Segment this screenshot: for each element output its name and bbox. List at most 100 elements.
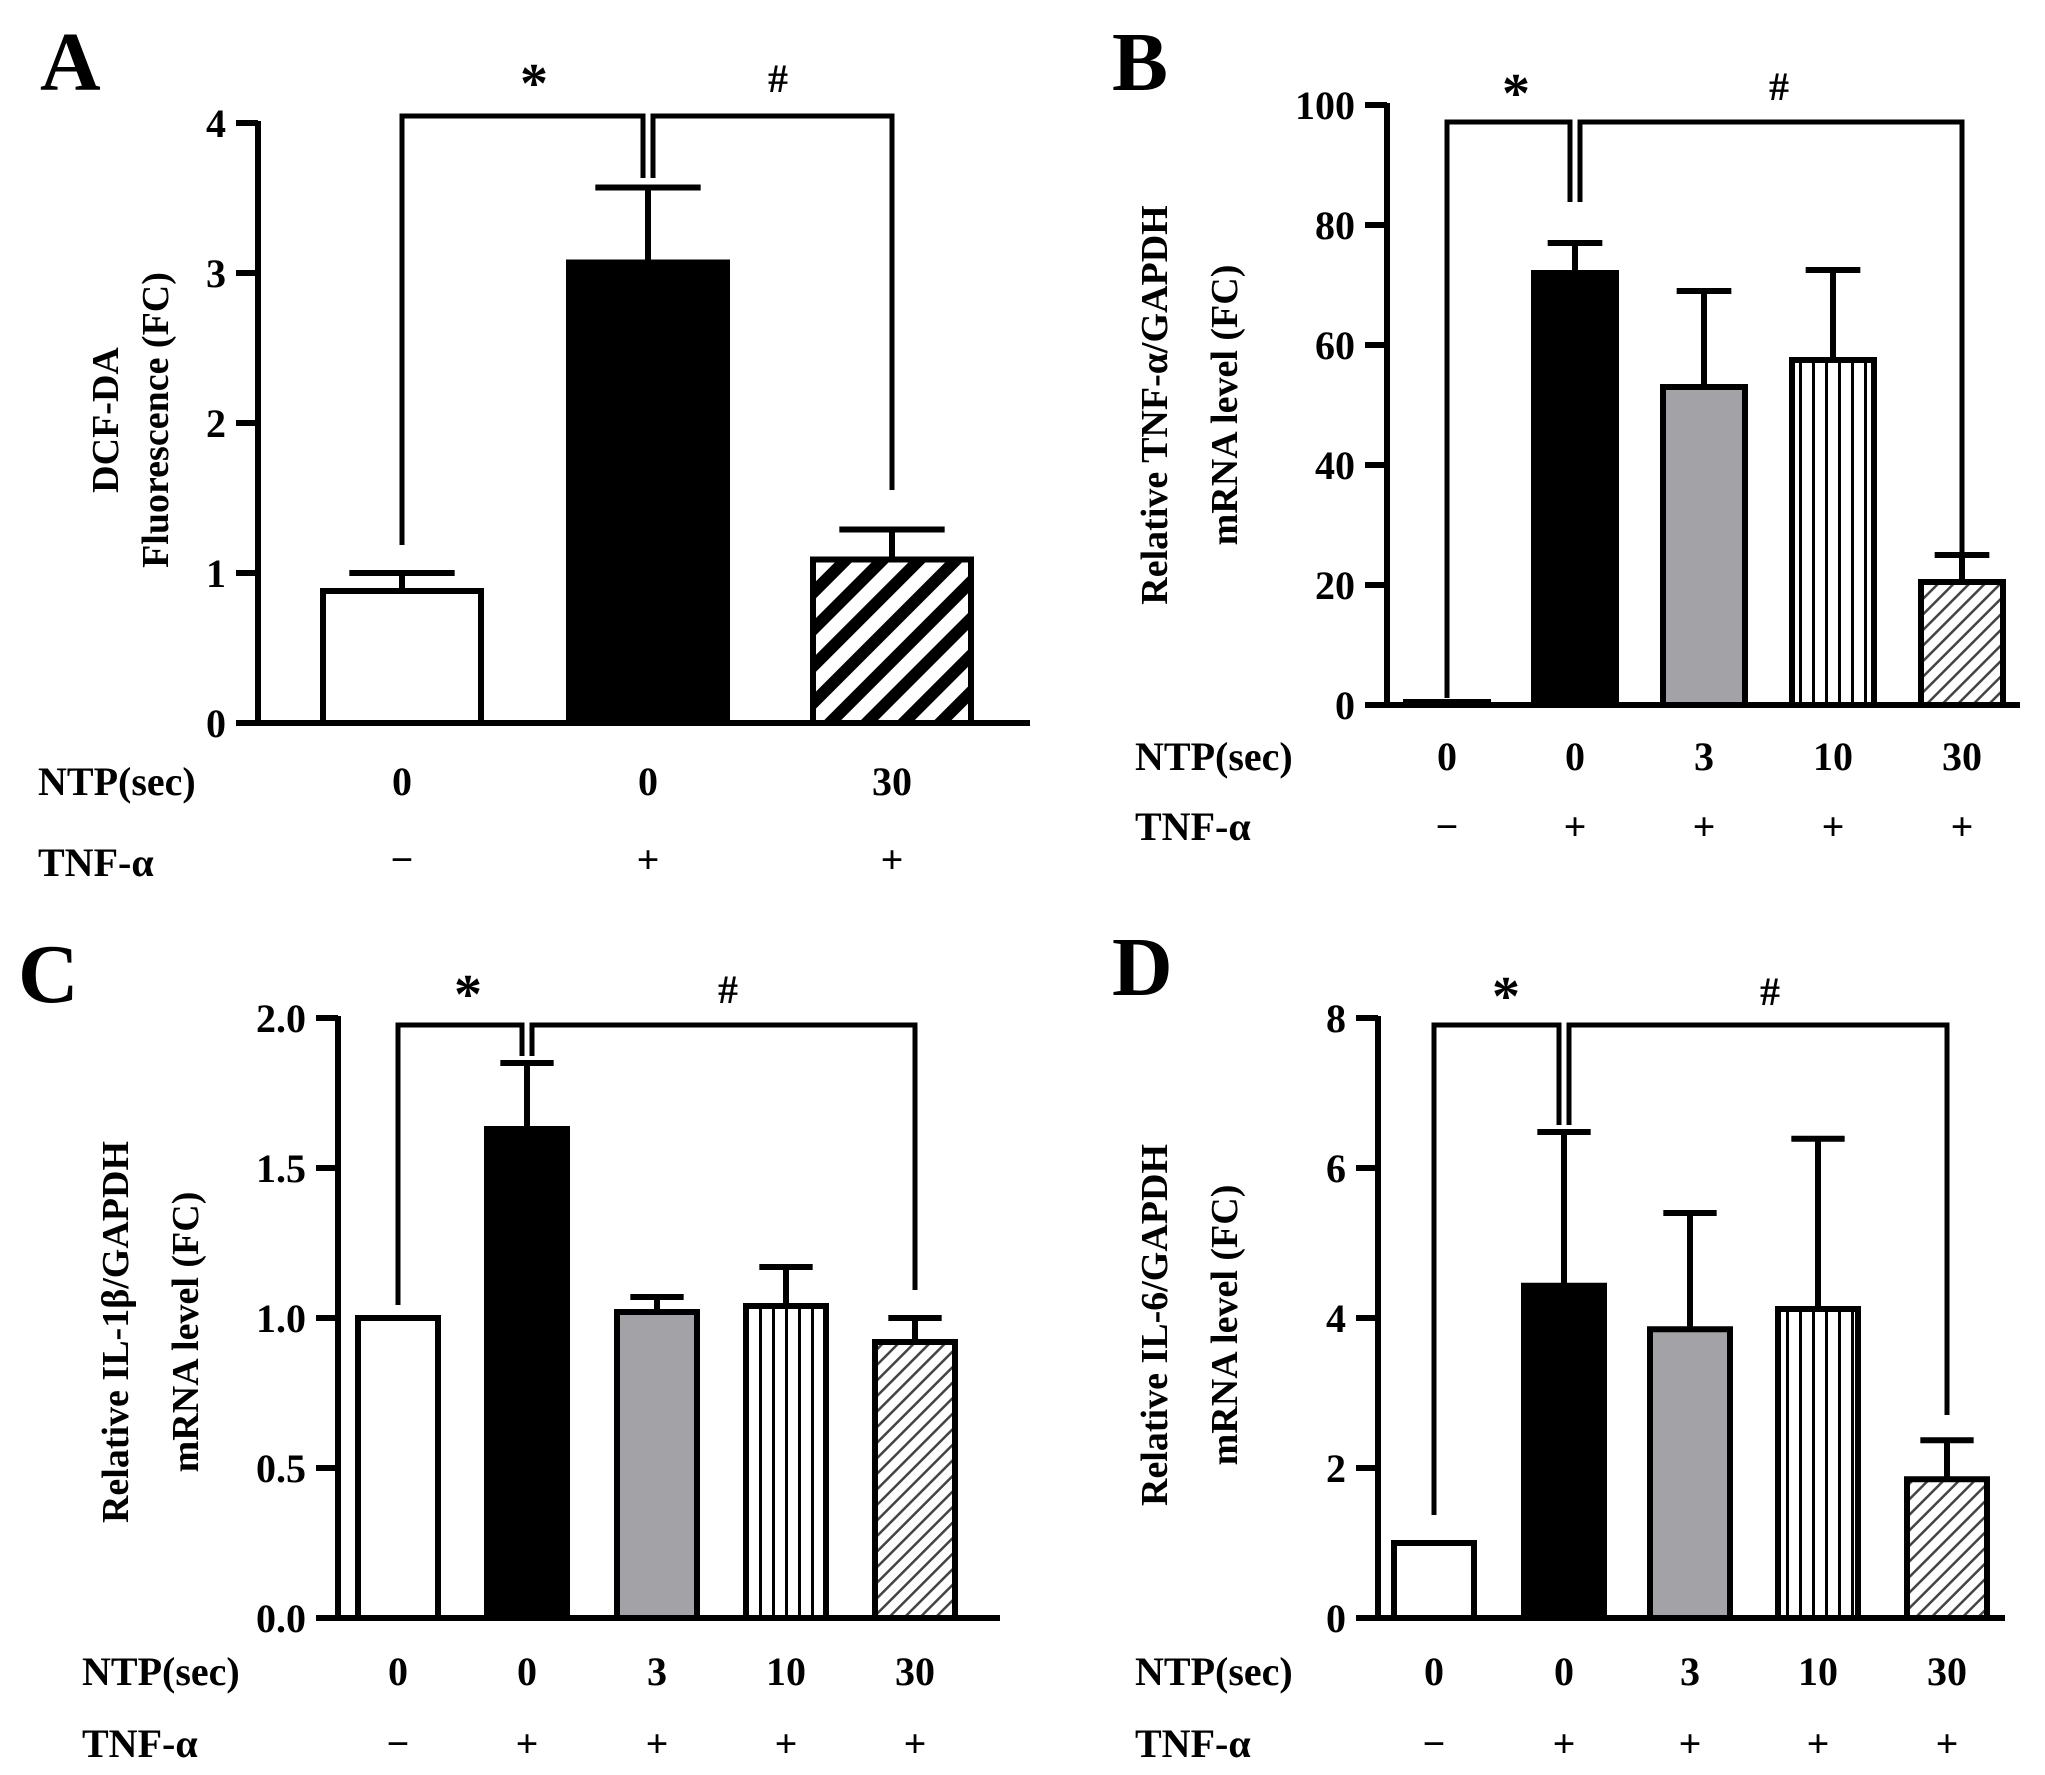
significance: * # bbox=[1431, 966, 1950, 1515]
significance-hash: # bbox=[718, 967, 738, 1012]
y-tick-label: 0 bbox=[1326, 1596, 1346, 1641]
ntp-label: 0 bbox=[517, 1649, 537, 1694]
bar bbox=[743, 1303, 829, 1621]
ntp-label: 0 bbox=[388, 1649, 408, 1694]
y-tick-label: 2.0 bbox=[256, 996, 306, 1041]
ntp-label: 10 bbox=[1813, 734, 1853, 779]
significance-hash: # bbox=[1760, 969, 1780, 1014]
ntp-label: 0 bbox=[392, 759, 412, 804]
bar bbox=[1660, 384, 1748, 708]
axes bbox=[255, 121, 1030, 726]
bars bbox=[320, 184, 974, 726]
tnf-label: + bbox=[1679, 1721, 1702, 1766]
significance-star: * bbox=[1502, 63, 1530, 125]
y-tick-label: 6 bbox=[1326, 1146, 1346, 1191]
ntp-label: 0 bbox=[638, 759, 658, 804]
condition-labels: 0 0 3 10 30 − + + + + bbox=[1436, 734, 1982, 849]
axes bbox=[1384, 103, 2020, 708]
axes bbox=[1375, 1016, 2005, 1621]
y-tick-label: 4 bbox=[206, 101, 226, 146]
y-tick-label: 1 bbox=[206, 551, 226, 596]
y-tick-label: 0 bbox=[1335, 683, 1355, 728]
y-tick-label: 0 bbox=[206, 701, 226, 746]
y-tick-label: 1.5 bbox=[256, 1146, 306, 1191]
ntp-label: 3 bbox=[647, 1649, 667, 1694]
y-tick-label: 3 bbox=[206, 251, 226, 296]
significance: * # bbox=[399, 53, 895, 545]
y-tick-label: 100 bbox=[1295, 83, 1355, 128]
y-axis-title: Relative IL-6/GAPDH mRNA level (FC) bbox=[1134, 1144, 1246, 1506]
panel-letter: A bbox=[40, 16, 101, 109]
y-axis-title-line-1: Relative IL-1β/GAPDH bbox=[95, 1141, 137, 1523]
significance-star: * bbox=[520, 53, 548, 115]
bar bbox=[1531, 270, 1619, 708]
y-axis-title-line-1: DCF-DA bbox=[85, 347, 127, 493]
tnf-label: + bbox=[1693, 804, 1716, 849]
tnf-label: − bbox=[387, 1721, 410, 1766]
y-axis-title-line-2: mRNA level (FC) bbox=[1204, 1185, 1246, 1466]
condition-labels: 0 0 3 10 30 − + + + + bbox=[1423, 1649, 1967, 1766]
y-axis-title: DCF-DA Fluorescence (FC) bbox=[85, 272, 177, 568]
panel-b: B Relative TNF-α/GAPDH mRNA level (FC) 0… bbox=[1112, 16, 2020, 849]
row-label-tnf: TNF-α bbox=[1135, 1721, 1251, 1766]
y-ticks: 0 1 2 3 4 bbox=[206, 101, 258, 746]
significance: * # bbox=[395, 964, 918, 1305]
significance-hash: # bbox=[1769, 64, 1789, 109]
bar bbox=[810, 556, 974, 726]
ntp-label: 3 bbox=[1680, 1649, 1700, 1694]
tnf-label: + bbox=[1807, 1721, 1830, 1766]
bar bbox=[1775, 1306, 1861, 1621]
y-tick-label: 60 bbox=[1315, 323, 1355, 368]
row-label-ntp: NTP(sec) bbox=[82, 1649, 240, 1694]
y-tick-label: 2 bbox=[1326, 1446, 1346, 1491]
significance-star: * bbox=[1492, 966, 1520, 1028]
row-label-ntp: NTP(sec) bbox=[1135, 734, 1293, 779]
panel-d: D Relative IL-6/GAPDH mRNA level (FC) 0 2… bbox=[1112, 921, 2005, 1766]
significance-bracket-left bbox=[1431, 1022, 1562, 1515]
tnf-label: + bbox=[1936, 1721, 1959, 1766]
y-ticks: 0.0 0.5 1.0 1.5 2.0 bbox=[256, 996, 338, 1641]
tnf-label: + bbox=[646, 1721, 669, 1766]
significance-bracket-right bbox=[1577, 119, 1965, 555]
panel-letter: D bbox=[1112, 921, 1173, 1014]
bar bbox=[1789, 357, 1877, 708]
panel-a: A DCF-DA Fluorescence (FC) 0 1 2 3 4 * # NTP… bbox=[38, 16, 1030, 885]
ntp-label: 3 bbox=[1694, 734, 1714, 779]
significance-bracket-right bbox=[529, 1022, 918, 1290]
significance-hash: # bbox=[768, 56, 788, 101]
y-tick-label: 4 bbox=[1326, 1296, 1346, 1341]
ntp-label: 10 bbox=[1798, 1649, 1838, 1694]
y-axis-title-line-2: mRNA level (FC) bbox=[1204, 265, 1246, 546]
bar bbox=[566, 259, 730, 726]
bars bbox=[1403, 240, 2006, 708]
row-label-tnf: TNF-α bbox=[82, 1721, 198, 1766]
bar bbox=[872, 1339, 958, 1621]
bars bbox=[355, 1060, 958, 1621]
y-ticks: 0 2 4 6 8 bbox=[1326, 996, 1378, 1641]
panel-letter: C bbox=[18, 928, 79, 1021]
significance-bracket-left bbox=[395, 1022, 525, 1305]
panel-letter: B bbox=[1112, 16, 1168, 109]
significance-star: * bbox=[454, 964, 482, 1026]
y-axis-title-line-1: Relative TNF-α/GAPDH bbox=[1134, 205, 1176, 604]
tnf-label: + bbox=[516, 1721, 539, 1766]
tnf-label: + bbox=[1822, 804, 1845, 849]
ntp-label: 0 bbox=[1565, 734, 1585, 779]
y-axis-title: Relative IL-1β/GAPDH mRNA level (FC) bbox=[95, 1141, 207, 1523]
ntp-label: 30 bbox=[1927, 1649, 1967, 1694]
ntp-label: 30 bbox=[1942, 734, 1982, 779]
row-label-tnf: TNF-α bbox=[1135, 804, 1251, 849]
bar bbox=[1904, 1476, 1990, 1621]
row-label-tnf: TNF-α bbox=[38, 840, 154, 885]
tnf-label: + bbox=[881, 837, 904, 882]
row-label-ntp: NTP(sec) bbox=[1135, 1649, 1293, 1694]
y-tick-label: 20 bbox=[1315, 563, 1355, 608]
tnf-label: + bbox=[1553, 1721, 1576, 1766]
ntp-label: 0 bbox=[1424, 1649, 1444, 1694]
bar bbox=[1647, 1326, 1733, 1621]
tnf-label: + bbox=[1951, 804, 1974, 849]
ntp-label: 0 bbox=[1437, 734, 1457, 779]
significance-bracket-right bbox=[1566, 1022, 1950, 1415]
bar bbox=[614, 1309, 700, 1621]
